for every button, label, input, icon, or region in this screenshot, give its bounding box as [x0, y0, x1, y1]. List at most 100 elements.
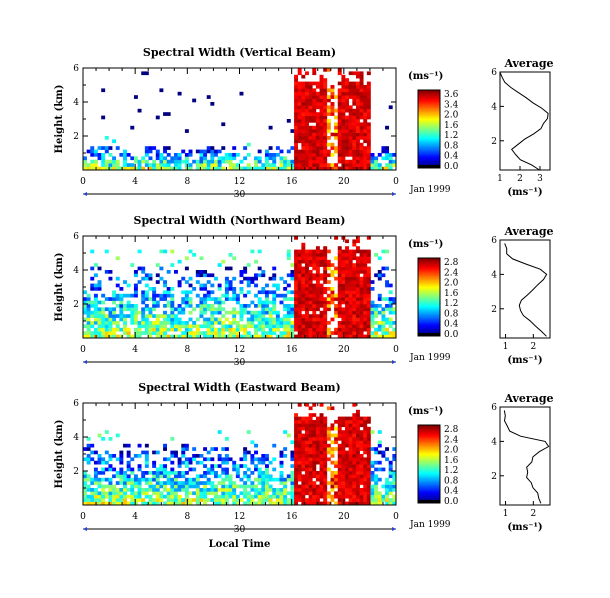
- heatmap-cell: [115, 321, 120, 325]
- heatmap-cell: [290, 474, 295, 479]
- colorbar-step: [418, 308, 440, 311]
- heatmap-cell: [388, 159, 393, 164]
- colorbar-step: [418, 434, 440, 436]
- heatmap-cell: [305, 163, 309, 167]
- heatmap-cell: [345, 491, 349, 496]
- heatmap-cell: [326, 153, 331, 157]
- heatmap-cell: [133, 484, 138, 489]
- heatmap-cell: [101, 488, 106, 492]
- heatmap-cell: [173, 270, 178, 274]
- heatmap-cell: [83, 317, 87, 322]
- heatmap-cell: [297, 129, 302, 133]
- heatmap-cell: [246, 290, 251, 295]
- heatmap-cell: [312, 300, 317, 305]
- heatmap-cell: [243, 266, 248, 271]
- heatmap-cell: [155, 450, 160, 455]
- heatmap-cell: [166, 491, 171, 496]
- heatmap-cell: [257, 471, 262, 475]
- heatmap-cell: [97, 498, 102, 502]
- heatmap-cell: [305, 310, 309, 315]
- heatmap-cell: [334, 256, 339, 261]
- heatmap-cell: [163, 488, 168, 492]
- heatmap-cell: [126, 166, 131, 171]
- heatmap-cell: [363, 95, 368, 99]
- heatmap-cell: [83, 494, 87, 499]
- heatmap-cell: [352, 471, 357, 475]
- heatmap-cell: [243, 457, 248, 462]
- heatmap-cell: [166, 112, 171, 116]
- heatmap-cell: [112, 310, 117, 315]
- heatmap-cell: [301, 115, 306, 120]
- heatmap-cell: [112, 290, 117, 295]
- heatmap-cell: [301, 317, 306, 322]
- heatmap-cell: [301, 156, 306, 161]
- heatmap-cell: [359, 440, 364, 445]
- heatmap-cell: [224, 327, 229, 332]
- heatmap-cell: [290, 163, 295, 167]
- heatmap-cell: [177, 484, 182, 489]
- heatmap-cell: [192, 481, 197, 485]
- heatmap-cell: [315, 266, 320, 271]
- heatmap-cell: [352, 327, 357, 332]
- heatmap-cell: [355, 477, 360, 482]
- colorbar-step: [418, 143, 440, 145]
- x-tick-label: 0: [393, 512, 399, 522]
- heatmap-cell: [355, 491, 360, 496]
- heatmap-cell: [388, 163, 393, 167]
- heatmap-cell: [305, 440, 309, 445]
- heatmap-cell: [264, 457, 269, 462]
- heatmap-cell: [141, 501, 146, 506]
- heatmap-cell: [366, 491, 371, 496]
- heatmap-cell: [337, 136, 342, 140]
- heatmap-cell: [319, 501, 324, 506]
- heatmap-cell: [323, 321, 328, 325]
- heatmap-cell: [93, 467, 98, 472]
- heatmap-cell: [319, 159, 324, 164]
- heatmap-cell: [326, 304, 331, 308]
- heatmap-cell: [348, 297, 353, 301]
- heatmap-cell: [246, 153, 251, 157]
- heatmap-cell: [305, 95, 309, 99]
- heatmap-cell: [374, 327, 379, 332]
- heatmap-cell: [366, 498, 371, 502]
- heatmap-cell: [203, 498, 208, 502]
- panel-title: Spectral Width (Northward Beam): [134, 214, 346, 227]
- heatmap-cell: [286, 491, 291, 496]
- heatmap-cell: [290, 321, 295, 325]
- heatmap-cell: [104, 467, 109, 472]
- heatmap-cell: [359, 159, 364, 164]
- heatmap-cell: [359, 276, 364, 281]
- heatmap-cell: [137, 484, 142, 489]
- heatmap-cell: [301, 249, 306, 254]
- heatmap-cell: [308, 166, 313, 171]
- heatmap-cell: [119, 498, 124, 502]
- heatmap-cell: [305, 125, 309, 130]
- heatmap-cell: [101, 477, 106, 482]
- heatmap-cell: [312, 88, 317, 93]
- heatmap-cell: [348, 416, 353, 421]
- heatmap-cell: [341, 132, 346, 137]
- heatmap-cell: [319, 437, 324, 441]
- heatmap-cell: [315, 105, 320, 110]
- heatmap-cell: [141, 156, 146, 161]
- heatmap-cell: [345, 159, 349, 164]
- heatmap-cell: [257, 156, 262, 161]
- heatmap-cell: [210, 290, 215, 295]
- heatmap-cell: [315, 457, 320, 462]
- heatmap-cell: [203, 310, 208, 315]
- heatmap-cell: [341, 290, 346, 295]
- colorbar-step: [418, 95, 440, 97]
- heatmap-cell: [315, 423, 320, 428]
- heatmap-cell: [268, 477, 273, 482]
- heatmap-cell: [374, 474, 379, 479]
- heatmap-cell: [268, 310, 273, 315]
- x-tick-label: 12: [234, 177, 245, 187]
- heatmap-cell: [388, 310, 393, 315]
- heatmap-cell: [286, 273, 291, 278]
- heatmap-cell: [377, 334, 382, 339]
- heatmap-cell: [323, 327, 328, 332]
- heatmap-cell: [366, 136, 371, 140]
- heatmap-cell: [305, 253, 309, 257]
- heatmap-cell: [323, 153, 328, 157]
- heatmap-cell: [144, 460, 149, 465]
